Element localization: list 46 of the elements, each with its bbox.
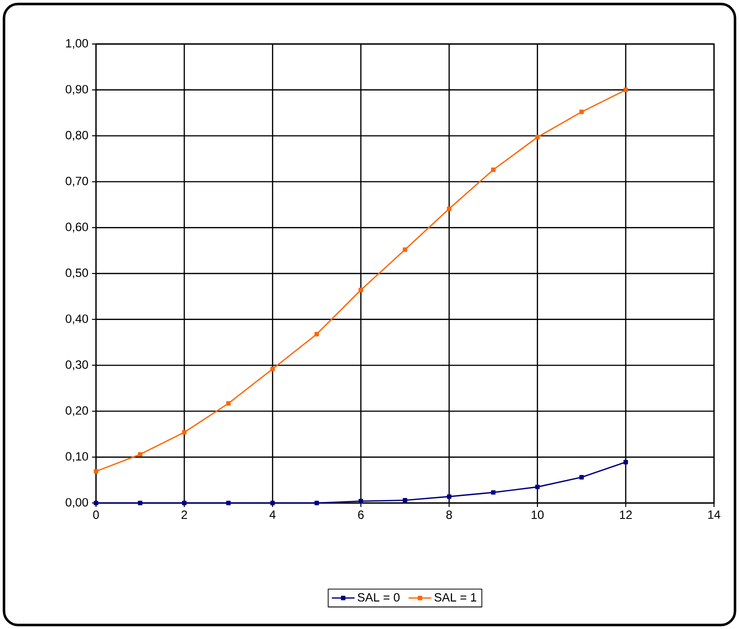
point: [226, 500, 231, 506]
y-tick-label: 0,20: [66, 406, 88, 416]
point: [94, 469, 98, 474]
y-tick-label: 0,60: [66, 222, 88, 233]
y-tick-label: 0,50: [66, 268, 88, 278]
x-tick-label: 12: [620, 510, 632, 519]
y-tick-label: 0,80: [66, 130, 88, 141]
point: [402, 498, 408, 502]
point: [446, 494, 452, 499]
legend-label: SAL = 1: [434, 593, 476, 602]
legend-label: SAL = 0: [358, 593, 400, 602]
x-tick-label: 10: [532, 510, 544, 519]
x-tick-label: 4: [270, 510, 276, 519]
point: [138, 500, 142, 506]
point: [138, 452, 142, 457]
y-tick-label: 0,00: [66, 498, 88, 508]
point: [182, 500, 187, 506]
y-tick-label: 0,40: [66, 314, 88, 324]
y-tick-label: 1,00: [66, 39, 88, 49]
point: [535, 484, 540, 490]
y-tick-label: 0,90: [66, 84, 88, 95]
point: [491, 168, 496, 172]
point: [358, 498, 364, 504]
point: [623, 460, 628, 464]
x-tick-label: 6: [358, 510, 364, 519]
point: [358, 288, 364, 292]
point: [270, 500, 275, 506]
x-tick-label: 0: [93, 510, 99, 519]
y-tick-label: 0,70: [66, 176, 88, 187]
point: [446, 206, 452, 212]
y-tick-label: 0,10: [66, 452, 88, 462]
point: [314, 332, 319, 336]
point: [535, 134, 540, 140]
point: [270, 366, 275, 372]
point: [579, 475, 584, 480]
point: [402, 247, 408, 252]
point: [579, 110, 584, 114]
point: [182, 430, 187, 435]
x-tick-label: 14: [708, 510, 720, 519]
point: [226, 401, 231, 406]
x-tick-label: 8: [446, 510, 452, 519]
point: [314, 500, 319, 506]
x-tick-label: 2: [182, 510, 188, 519]
point: [491, 490, 496, 495]
y-tick-label: 0,30: [66, 360, 88, 370]
point: [623, 88, 628, 92]
